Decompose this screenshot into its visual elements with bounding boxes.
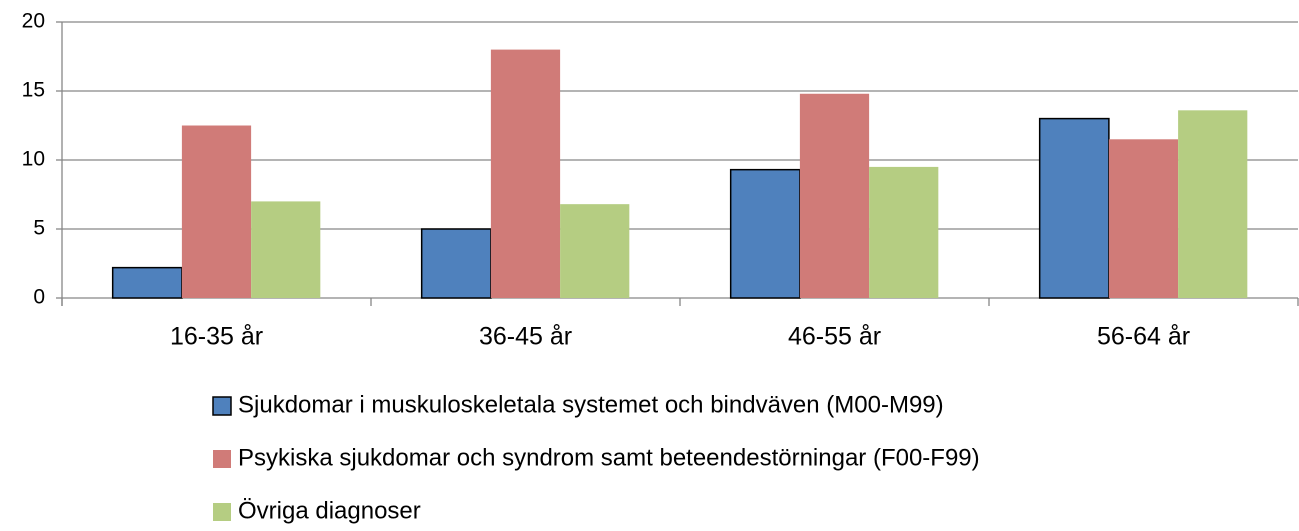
legend-swatch [212,396,232,416]
bar [799,93,870,298]
y-tick-label: 20 [22,10,45,33]
bar [1108,139,1179,298]
x-tick-label: 46-55 år [788,323,881,351]
legend-swatch [213,450,231,468]
bar [1178,110,1248,298]
y-tick-label: 5 [33,217,45,240]
x-tick-label: 16-35 år [170,323,263,351]
x-tick-label: 36-45 år [479,323,572,351]
bar [490,49,561,298]
x-tick-label: 56-64 år [1097,323,1190,351]
bar [560,204,630,298]
bar [1038,117,1110,299]
y-tick-label: 0 [33,286,45,309]
bar [251,201,321,298]
y-tick-label: 10 [22,148,45,171]
bar [729,168,801,299]
bar [869,166,939,298]
legend-swatch [213,503,231,521]
bar [111,266,183,299]
legend-label: Övriga diagnoser [238,497,421,524]
y-tick-label: 15 [22,79,45,102]
legend-label: Sjukdomar i muskuloskeletala systemet oc… [238,391,944,418]
bar [420,228,492,299]
bar [181,125,252,298]
legend-label: Psykiska sjukdomar och syndrom samt bete… [238,444,980,471]
